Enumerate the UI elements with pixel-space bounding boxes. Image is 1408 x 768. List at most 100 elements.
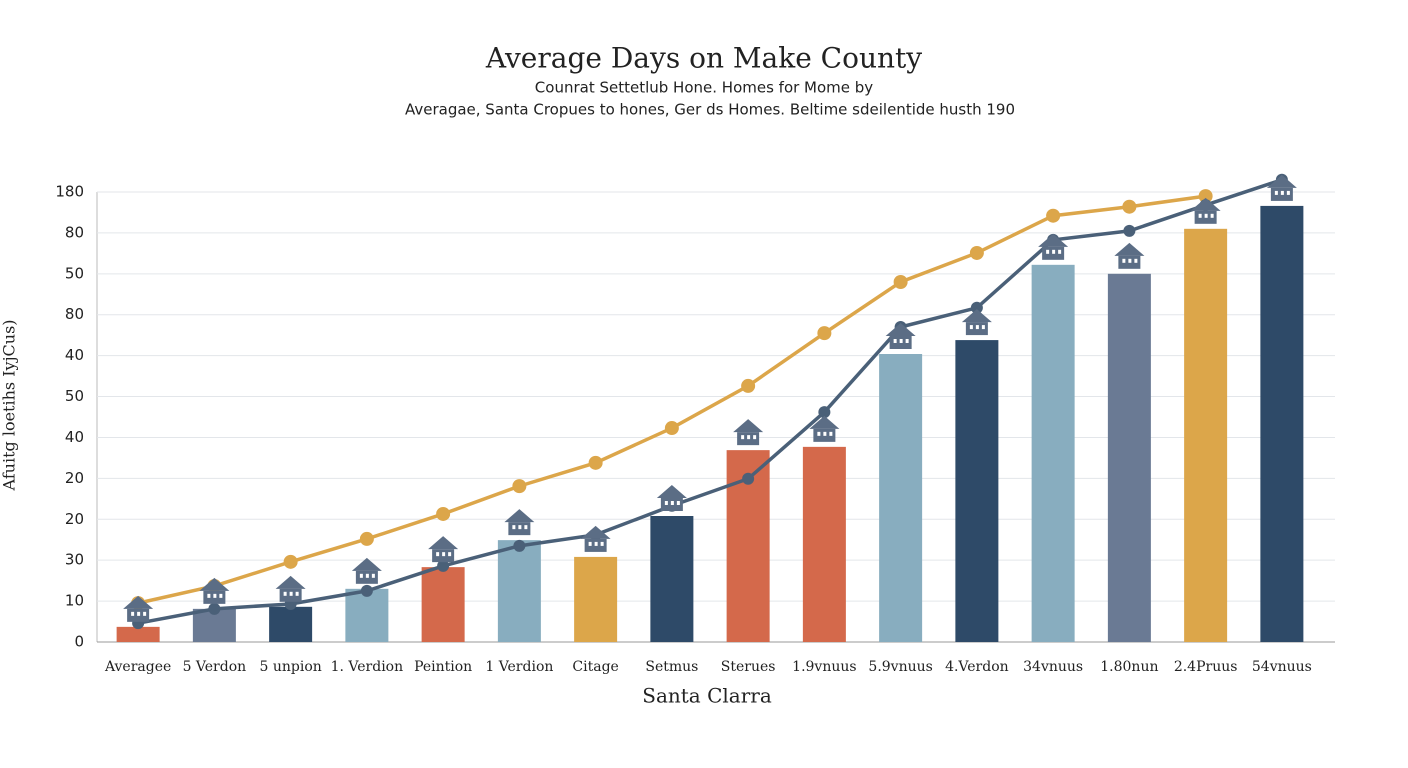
house-window xyxy=(283,591,287,596)
line-point xyxy=(742,472,755,485)
house-roof xyxy=(733,419,764,433)
y-tick-label: 50 xyxy=(65,387,84,405)
house-roof xyxy=(504,509,535,523)
house-icon xyxy=(123,595,154,622)
x-tick-label: 5 unpion xyxy=(259,659,321,675)
house-window xyxy=(1286,190,1290,195)
bar xyxy=(1260,205,1304,642)
bar xyxy=(116,626,160,642)
chart-title: Average Days on Make County xyxy=(485,42,922,75)
line-point xyxy=(513,539,526,552)
house-icon xyxy=(428,536,459,563)
bar xyxy=(1184,228,1228,642)
y-tick-label: 40 xyxy=(65,346,84,364)
house-roof xyxy=(1114,242,1145,256)
house-window xyxy=(1122,258,1126,263)
bar xyxy=(345,588,389,642)
house-window xyxy=(747,435,751,440)
house-window xyxy=(524,525,528,530)
bar xyxy=(497,540,541,642)
line-point xyxy=(1046,208,1061,223)
house-icon xyxy=(351,557,382,584)
bar xyxy=(802,446,846,642)
x-tick-label: 5 Verdon xyxy=(183,659,247,675)
line-point xyxy=(969,245,984,260)
bar xyxy=(650,516,694,642)
house-window xyxy=(213,593,217,598)
x-tick-label: 5.9vnuus xyxy=(868,659,932,675)
house-icon xyxy=(885,323,916,349)
house-roof xyxy=(428,536,459,550)
y-tick-label: 40 xyxy=(65,428,84,446)
house-window xyxy=(295,591,299,596)
line-point xyxy=(588,455,603,470)
house-window xyxy=(664,501,668,505)
house-window xyxy=(365,573,369,578)
line-point xyxy=(664,421,679,436)
x-tick-label: Citage xyxy=(572,659,618,675)
house-window xyxy=(823,431,827,436)
y-tick-label: 20 xyxy=(65,510,84,528)
house-window xyxy=(1134,258,1138,263)
y-tick-label: 10 xyxy=(65,592,84,610)
line-point xyxy=(1123,224,1136,237)
line-point xyxy=(436,506,451,521)
x-axis-label: Santa Clarra xyxy=(642,684,772,708)
house-window xyxy=(219,593,223,598)
house-icon xyxy=(733,419,764,446)
line-point xyxy=(283,554,298,569)
line-point xyxy=(1122,199,1137,214)
house-window xyxy=(436,552,440,557)
line-point xyxy=(359,531,374,546)
house-icon xyxy=(199,577,230,604)
house-roof xyxy=(961,309,992,323)
house-roof xyxy=(1266,174,1297,188)
x-tick-label: 4.Verdon xyxy=(945,659,1009,675)
house-window xyxy=(518,525,522,530)
subtitle: Counrat Settetlub Hone. Homes for Mome b… xyxy=(535,79,874,97)
bar xyxy=(879,354,923,642)
line xyxy=(137,178,1283,625)
house-window xyxy=(371,573,375,578)
house-roof xyxy=(809,415,840,429)
house-icon xyxy=(580,525,611,552)
x-tick-label: 54vnuus xyxy=(1252,659,1312,675)
house-window xyxy=(131,611,135,616)
house-window xyxy=(1128,258,1132,263)
house-window xyxy=(670,501,674,505)
bar xyxy=(269,606,313,642)
house-window xyxy=(905,339,909,343)
house-window xyxy=(969,325,973,330)
house-window xyxy=(981,325,985,330)
line-point xyxy=(817,326,832,341)
house-window xyxy=(600,541,604,546)
line-point xyxy=(741,378,756,393)
house-window xyxy=(741,435,745,440)
bar xyxy=(421,567,465,642)
bar xyxy=(1031,264,1075,642)
line-point xyxy=(360,584,373,597)
line-point xyxy=(208,602,221,615)
house-roof xyxy=(275,575,306,589)
house-window xyxy=(289,591,293,596)
house-roof xyxy=(885,323,916,336)
house-window xyxy=(899,339,903,343)
line-point xyxy=(1198,189,1213,204)
house-window xyxy=(448,552,452,557)
bar xyxy=(574,556,618,642)
x-tick-label: 1. Verdion xyxy=(331,659,404,675)
x-tick-label: Sterues xyxy=(721,659,776,675)
x-tick-label: 1.80nun xyxy=(1100,659,1158,675)
house-window xyxy=(1210,213,1214,218)
house-roof xyxy=(1190,197,1221,211)
house-icon xyxy=(656,485,687,511)
x-tick-label: 1.9vnuus xyxy=(792,659,856,675)
y-tick-label: 80 xyxy=(65,305,84,323)
house-window xyxy=(512,525,516,530)
house-icon xyxy=(809,415,840,442)
house-window xyxy=(1280,190,1284,195)
house-window xyxy=(442,552,446,557)
house-roof xyxy=(123,595,154,609)
x-tick-label: 1 Verdion xyxy=(485,659,553,675)
